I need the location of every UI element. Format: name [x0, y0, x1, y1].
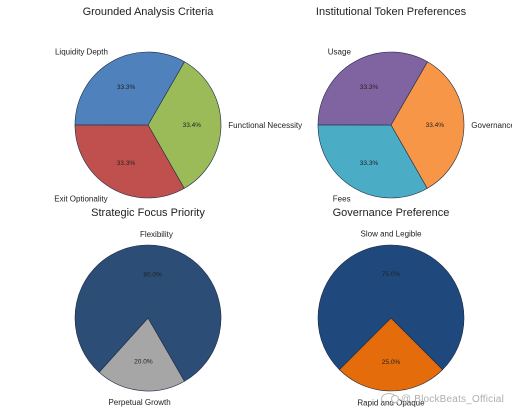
pie-slice-flexibility	[74, 244, 222, 382]
pie-slice-slow-and-legible	[317, 244, 465, 371]
pie-slice-rapid-and-opaque	[338, 317, 444, 392]
pct-label-functional-necessity: 33.4%	[183, 122, 202, 129]
watermark-logo-icon	[380, 393, 399, 405]
watermark-text: @ BlockBeats_Official	[400, 393, 504, 405]
pie-slice-liquidity-depth	[74, 51, 185, 126]
pie-chart-1: Grounded Analysis Criteria 33.4% Functiona…	[54, 6, 302, 203]
pie-chart-2: Institutional Token Preferences 33.4% Gove…	[316, 6, 512, 203]
pct-label-rapid-and-opaque: 25.0%	[382, 359, 401, 366]
pie-slice-perpetual-growth	[98, 317, 185, 392]
pct-label-exit-optionality: 33.3%	[117, 160, 136, 167]
pie-chart-3: Strategic Focus Priority 20.0% Perpetual G…	[74, 207, 222, 407]
slice-label-liquidity-depth: Liquidity Depth	[55, 47, 108, 56]
slice-label-usage: Usage	[328, 47, 352, 56]
pct-label-liquidity-depth: 33.3%	[117, 84, 136, 91]
pct-label-slow-and-legible: 75.0%	[382, 271, 401, 278]
pct-label-fees: 33.3%	[360, 160, 379, 167]
chart-title: Strategic Focus Priority	[91, 207, 205, 219]
chart-title: Governance Preference	[333, 207, 450, 219]
slice-label-slow-and-legible: Slow and Legible	[361, 230, 422, 239]
chart-title: Grounded Analysis Criteria	[83, 6, 215, 18]
pct-label-perpetual-growth: 20.0%	[134, 359, 153, 366]
watermark: @ BlockBeats_Official	[380, 393, 504, 405]
pie-slice-exit-optionality	[74, 124, 185, 199]
slice-label-exit-optionality: Exit Optionality	[54, 194, 107, 203]
pct-label-governance-roles: 33.4%	[426, 122, 445, 129]
slice-label-flexibility: Flexibility	[140, 230, 173, 239]
pct-label-usage: 33.3%	[360, 84, 379, 91]
slice-label-perpetual-growth: Perpetual Growth	[108, 398, 170, 407]
slice-label-fees: Fees	[333, 194, 351, 203]
chart-title: Institutional Token Preferences	[316, 6, 467, 18]
pct-label-flexibility: 80.0%	[143, 271, 162, 278]
pie-slice-usage	[317, 51, 428, 126]
slice-label-functional-necessity: Functional Necessity	[228, 121, 302, 130]
pie-slice-fees	[317, 124, 428, 199]
slice-label-governance-roles: Governance Roles	[471, 121, 512, 130]
